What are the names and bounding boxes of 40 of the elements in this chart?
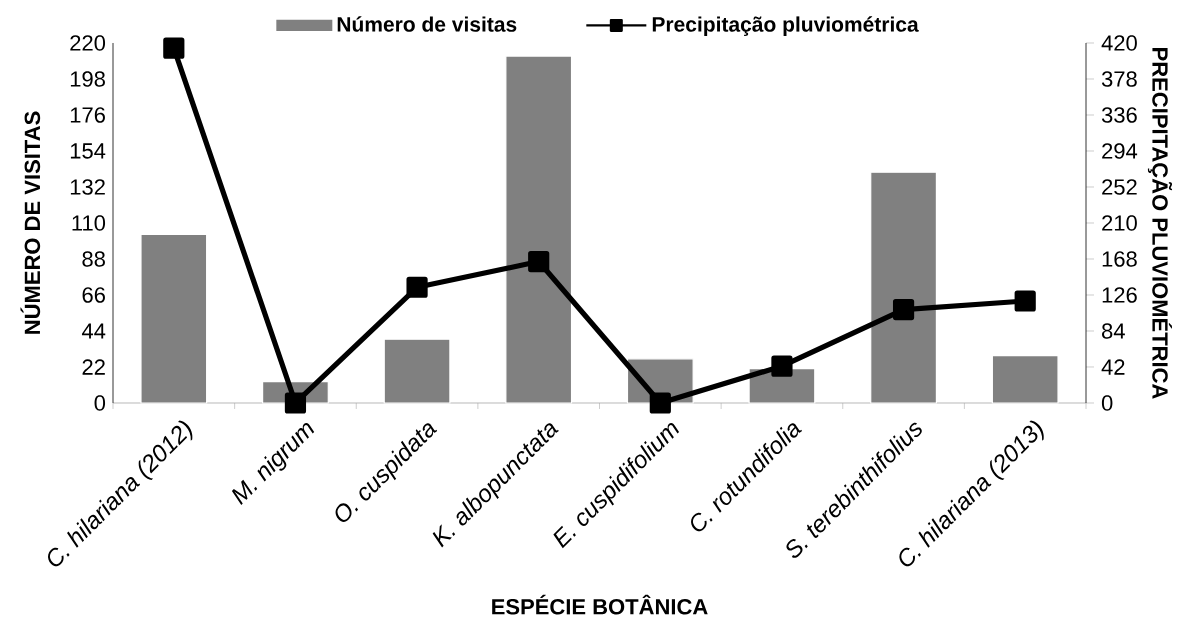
y-tick-label: 66 [82,287,105,303]
x-axis-title: ESPÉCIE BOTÂNICA [492,594,708,615]
y2-tick-label: 294 [1102,143,1138,159]
y-tick-label: 198 [70,71,105,87]
bar [140,233,208,404]
y2-tick-label: 420 [1101,35,1137,51]
y-axis-title: NÚMERO DE VISITAS [20,111,41,334]
legend-label: Precipitação pluviométrica [652,16,919,36]
y2-tick-label: 378 [1101,71,1137,87]
y-tick-label: 88 [82,251,105,267]
y2-tick-label: 84 [1102,323,1125,339]
bar [505,55,573,404]
y2-tick-label: 168 [1102,251,1137,267]
y-tick-label: 0 [94,395,106,411]
point [649,392,671,414]
y-tick-label: 132 [70,179,105,195]
point [528,250,550,273]
y2-tick-label: 210 [1102,215,1137,231]
bar [383,338,451,404]
point [771,355,793,377]
y2-tick-label: 0 [1101,395,1113,411]
y2-tick-label: 126 [1102,287,1137,303]
y2-tick-label: 252 [1102,179,1137,195]
y-tick-label: 22 [82,359,105,375]
point [1014,290,1036,312]
point [284,392,307,414]
point [892,298,915,321]
legend-label: Número de visitas [337,16,517,32]
y2-axis-title: PRECIPITAÇÃO PLUVIOMÉTRICA [1147,48,1173,399]
y2-tick-label: 336 [1101,107,1137,123]
y-tick-label: 110 [72,215,106,231]
point [406,276,428,298]
point [163,37,185,59]
y-tick-label: 154 [70,143,106,159]
bar [870,171,938,404]
bar [991,354,1059,404]
y-tick-label: 220 [70,35,106,51]
y-tick-label: 44 [81,323,106,339]
y-tick-label: 176 [70,107,105,123]
y2-tick-label: 42 [1101,359,1125,375]
